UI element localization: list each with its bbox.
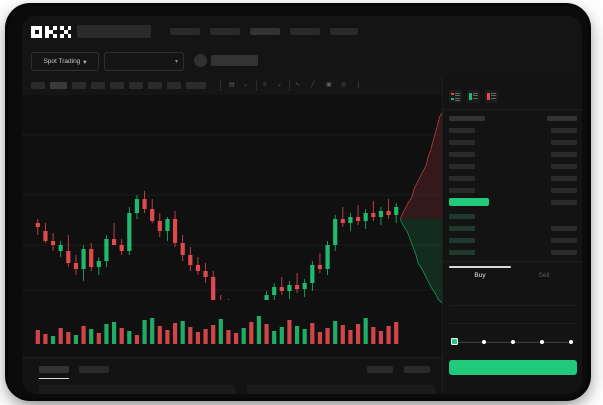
chevron-down-icon: ▾ xyxy=(83,58,87,66)
orderbook-bid-row[interactable] xyxy=(449,214,475,219)
top-navigation-bar xyxy=(22,16,582,46)
fullscreen-icon[interactable]: ⌡ xyxy=(357,82,361,88)
buy-sell-tabs: Buy Sell xyxy=(449,266,577,284)
orders-panel xyxy=(22,357,442,394)
bottom-tab-order-history[interactable] xyxy=(79,366,109,373)
market-sub-header: Spot Trading ▾ ▾ xyxy=(22,46,582,76)
line-chart-icon[interactable]: ∿ xyxy=(295,82,301,88)
bottom-tab-active-indicator xyxy=(39,378,69,379)
chevron-down-icon-2[interactable]: ⌄ xyxy=(277,82,283,88)
orderbook-ask-row[interactable] xyxy=(449,152,475,157)
timeframe-6[interactable] xyxy=(129,82,143,89)
orderbook-mode-asks[interactable] xyxy=(485,90,498,103)
orderbook-current-price xyxy=(449,198,489,206)
settings-gear-icon[interactable]: ◎ xyxy=(341,82,347,88)
toolbar-divider-2 xyxy=(256,80,257,91)
nav-item-1[interactable] xyxy=(170,28,200,35)
orderbook-bid-amount[interactable] xyxy=(551,226,577,231)
timeframe-5[interactable] xyxy=(110,82,124,89)
indicator-icon[interactable]: ≡ xyxy=(263,82,267,88)
chevron-down-icon: ▾ xyxy=(174,59,178,65)
timeframe-1[interactable] xyxy=(31,82,45,89)
trading-pair-select[interactable]: ▾ xyxy=(104,52,184,71)
nav-item-3[interactable] xyxy=(250,28,280,35)
timeframe-3[interactable] xyxy=(72,82,86,89)
nav-item-5[interactable] xyxy=(330,28,358,35)
trading-pair-name xyxy=(211,55,258,66)
bottom-action-2[interactable] xyxy=(404,366,430,373)
amount-field[interactable] xyxy=(449,306,577,324)
app-screen: Spot Trading ▾ ▾ ▤ ⌄ xyxy=(22,16,582,394)
toolbar-divider-1 xyxy=(220,80,221,91)
nav-item-4[interactable] xyxy=(290,28,320,35)
order-amount-slider[interactable] xyxy=(451,338,575,346)
orderbook-ask-row[interactable] xyxy=(449,188,475,193)
volume-histogram xyxy=(35,316,399,344)
orderbook-ask-row[interactable] xyxy=(449,176,475,181)
bottom-action-1[interactable] xyxy=(367,366,393,373)
orderbook-current-amount xyxy=(551,200,577,205)
orderbook-ask-row[interactable] xyxy=(551,164,577,169)
market-type-dropdown[interactable]: Spot Trading ▾ xyxy=(31,52,99,71)
slider-node-50[interactable] xyxy=(511,339,515,344)
tab-sell[interactable]: Sell xyxy=(538,272,550,279)
orderbook-header-amount xyxy=(547,116,577,121)
orderbook-ask-row[interactable] xyxy=(449,128,475,133)
orderbook-ask-row[interactable] xyxy=(551,188,577,193)
toolbar-divider-3 xyxy=(289,80,290,91)
chevron-down-icon-1[interactable]: ⌄ xyxy=(243,82,249,88)
market-depth-overlay xyxy=(400,112,442,304)
slider-node-25[interactable] xyxy=(482,339,486,344)
orderbook-bid-amount[interactable] xyxy=(551,250,577,255)
bottom-panel-left xyxy=(39,385,235,394)
order-form-divider xyxy=(443,261,582,262)
device-frame: Spot Trading ▾ ▾ ▤ ⌄ xyxy=(8,6,588,398)
coin-avatar xyxy=(194,54,207,67)
market-type-label: Spot Trading xyxy=(43,58,81,65)
timeframe-7[interactable] xyxy=(148,82,162,89)
orderbook-ask-row[interactable] xyxy=(551,128,577,133)
screenshot-icon[interactable]: ▣ xyxy=(326,82,332,88)
slider-node-75[interactable] xyxy=(540,339,544,344)
orderbook-divider xyxy=(443,109,582,110)
search-input[interactable] xyxy=(77,25,151,38)
orderbook-ask-row[interactable] xyxy=(551,176,577,181)
orderbook-ask-row[interactable] xyxy=(449,164,475,169)
orderbook-and-form-panel: Buy Sell xyxy=(442,76,582,394)
timeframe-9[interactable] xyxy=(186,82,206,89)
timeframe-2[interactable] xyxy=(50,82,67,89)
orderbook-mode-bids[interactable] xyxy=(467,90,480,103)
chart-gridlines xyxy=(22,134,442,291)
orderbook-ask-row[interactable] xyxy=(449,140,475,145)
okx-logo-icon[interactable] xyxy=(31,26,71,38)
bottom-panel-right xyxy=(247,385,435,394)
price-chart-panel[interactable] xyxy=(22,95,442,357)
price-field[interactable] xyxy=(449,288,577,306)
slider-node-100[interactable] xyxy=(569,339,573,344)
orderbook-bid-row[interactable] xyxy=(449,238,475,243)
orderbook-view-modes xyxy=(449,90,498,104)
orderbook-bid-row[interactable] xyxy=(449,250,475,255)
orderbook-ask-row[interactable] xyxy=(551,152,577,157)
timeframe-4[interactable] xyxy=(91,82,105,89)
place-buy-order-button[interactable] xyxy=(449,360,577,375)
slider-handle[interactable] xyxy=(451,338,458,345)
orderbook-bid-amount[interactable] xyxy=(551,238,577,243)
drawing-pencil-icon[interactable]: ╱ xyxy=(311,82,315,88)
orderbook-mode-both[interactable] xyxy=(449,90,462,103)
nav-item-2[interactable] xyxy=(210,28,240,35)
candlestick-series xyxy=(35,191,399,300)
orderbook-bid-row[interactable] xyxy=(449,226,475,231)
bottom-tab-open-orders[interactable] xyxy=(39,366,69,373)
orderbook-header-price xyxy=(449,116,485,121)
tab-buy[interactable]: Buy xyxy=(474,272,486,279)
candle-type-icon[interactable]: ▤ xyxy=(229,82,235,88)
active-tab-indicator xyxy=(449,266,511,268)
orderbook-ask-row[interactable] xyxy=(551,140,577,145)
timeframe-8[interactable] xyxy=(167,82,181,89)
